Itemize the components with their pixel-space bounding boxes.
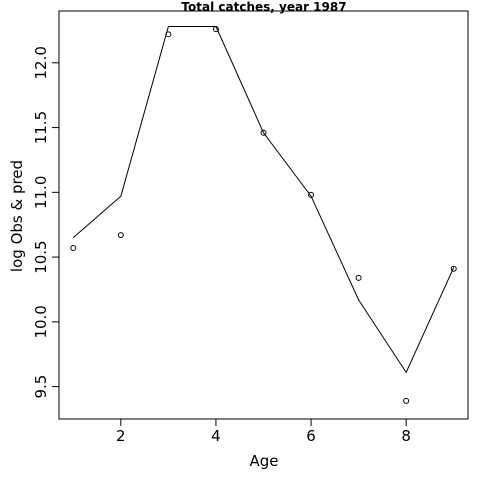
y-ticks: 9.5 10.0 10.5 11.0 11.5 12.0 <box>32 46 59 399</box>
x-tick-label: 8 <box>401 427 411 445</box>
observed-point <box>355 274 362 281</box>
y-tick-label: 9.5 <box>32 375 50 399</box>
x-tick-label: 2 <box>116 427 126 445</box>
observed-point <box>260 129 267 136</box>
x-tick-label: 6 <box>306 427 316 445</box>
predicted-line <box>72 26 455 374</box>
observed-point <box>117 232 124 239</box>
observed-point <box>450 265 457 272</box>
y-tick-label: 12.0 <box>32 46 50 79</box>
observed-point <box>70 245 77 252</box>
plot-area <box>70 26 457 404</box>
x-axis-label: Age <box>249 452 278 470</box>
y-tick-label: 11.0 <box>32 176 50 209</box>
y-tick-label: 10.0 <box>32 305 50 338</box>
x-tick-label: 4 <box>211 427 221 445</box>
observed-point <box>308 191 315 198</box>
y-tick-label: 11.5 <box>32 111 50 144</box>
observed-point <box>403 397 410 404</box>
y-tick-label: 10.5 <box>32 240 50 273</box>
y-axis-label: log Obs & pred <box>8 160 26 272</box>
chart-title: Total catches, year 1987 <box>181 0 346 14</box>
x-ticks: 2 4 6 8 <box>116 419 411 445</box>
plot-frame <box>58 10 469 420</box>
